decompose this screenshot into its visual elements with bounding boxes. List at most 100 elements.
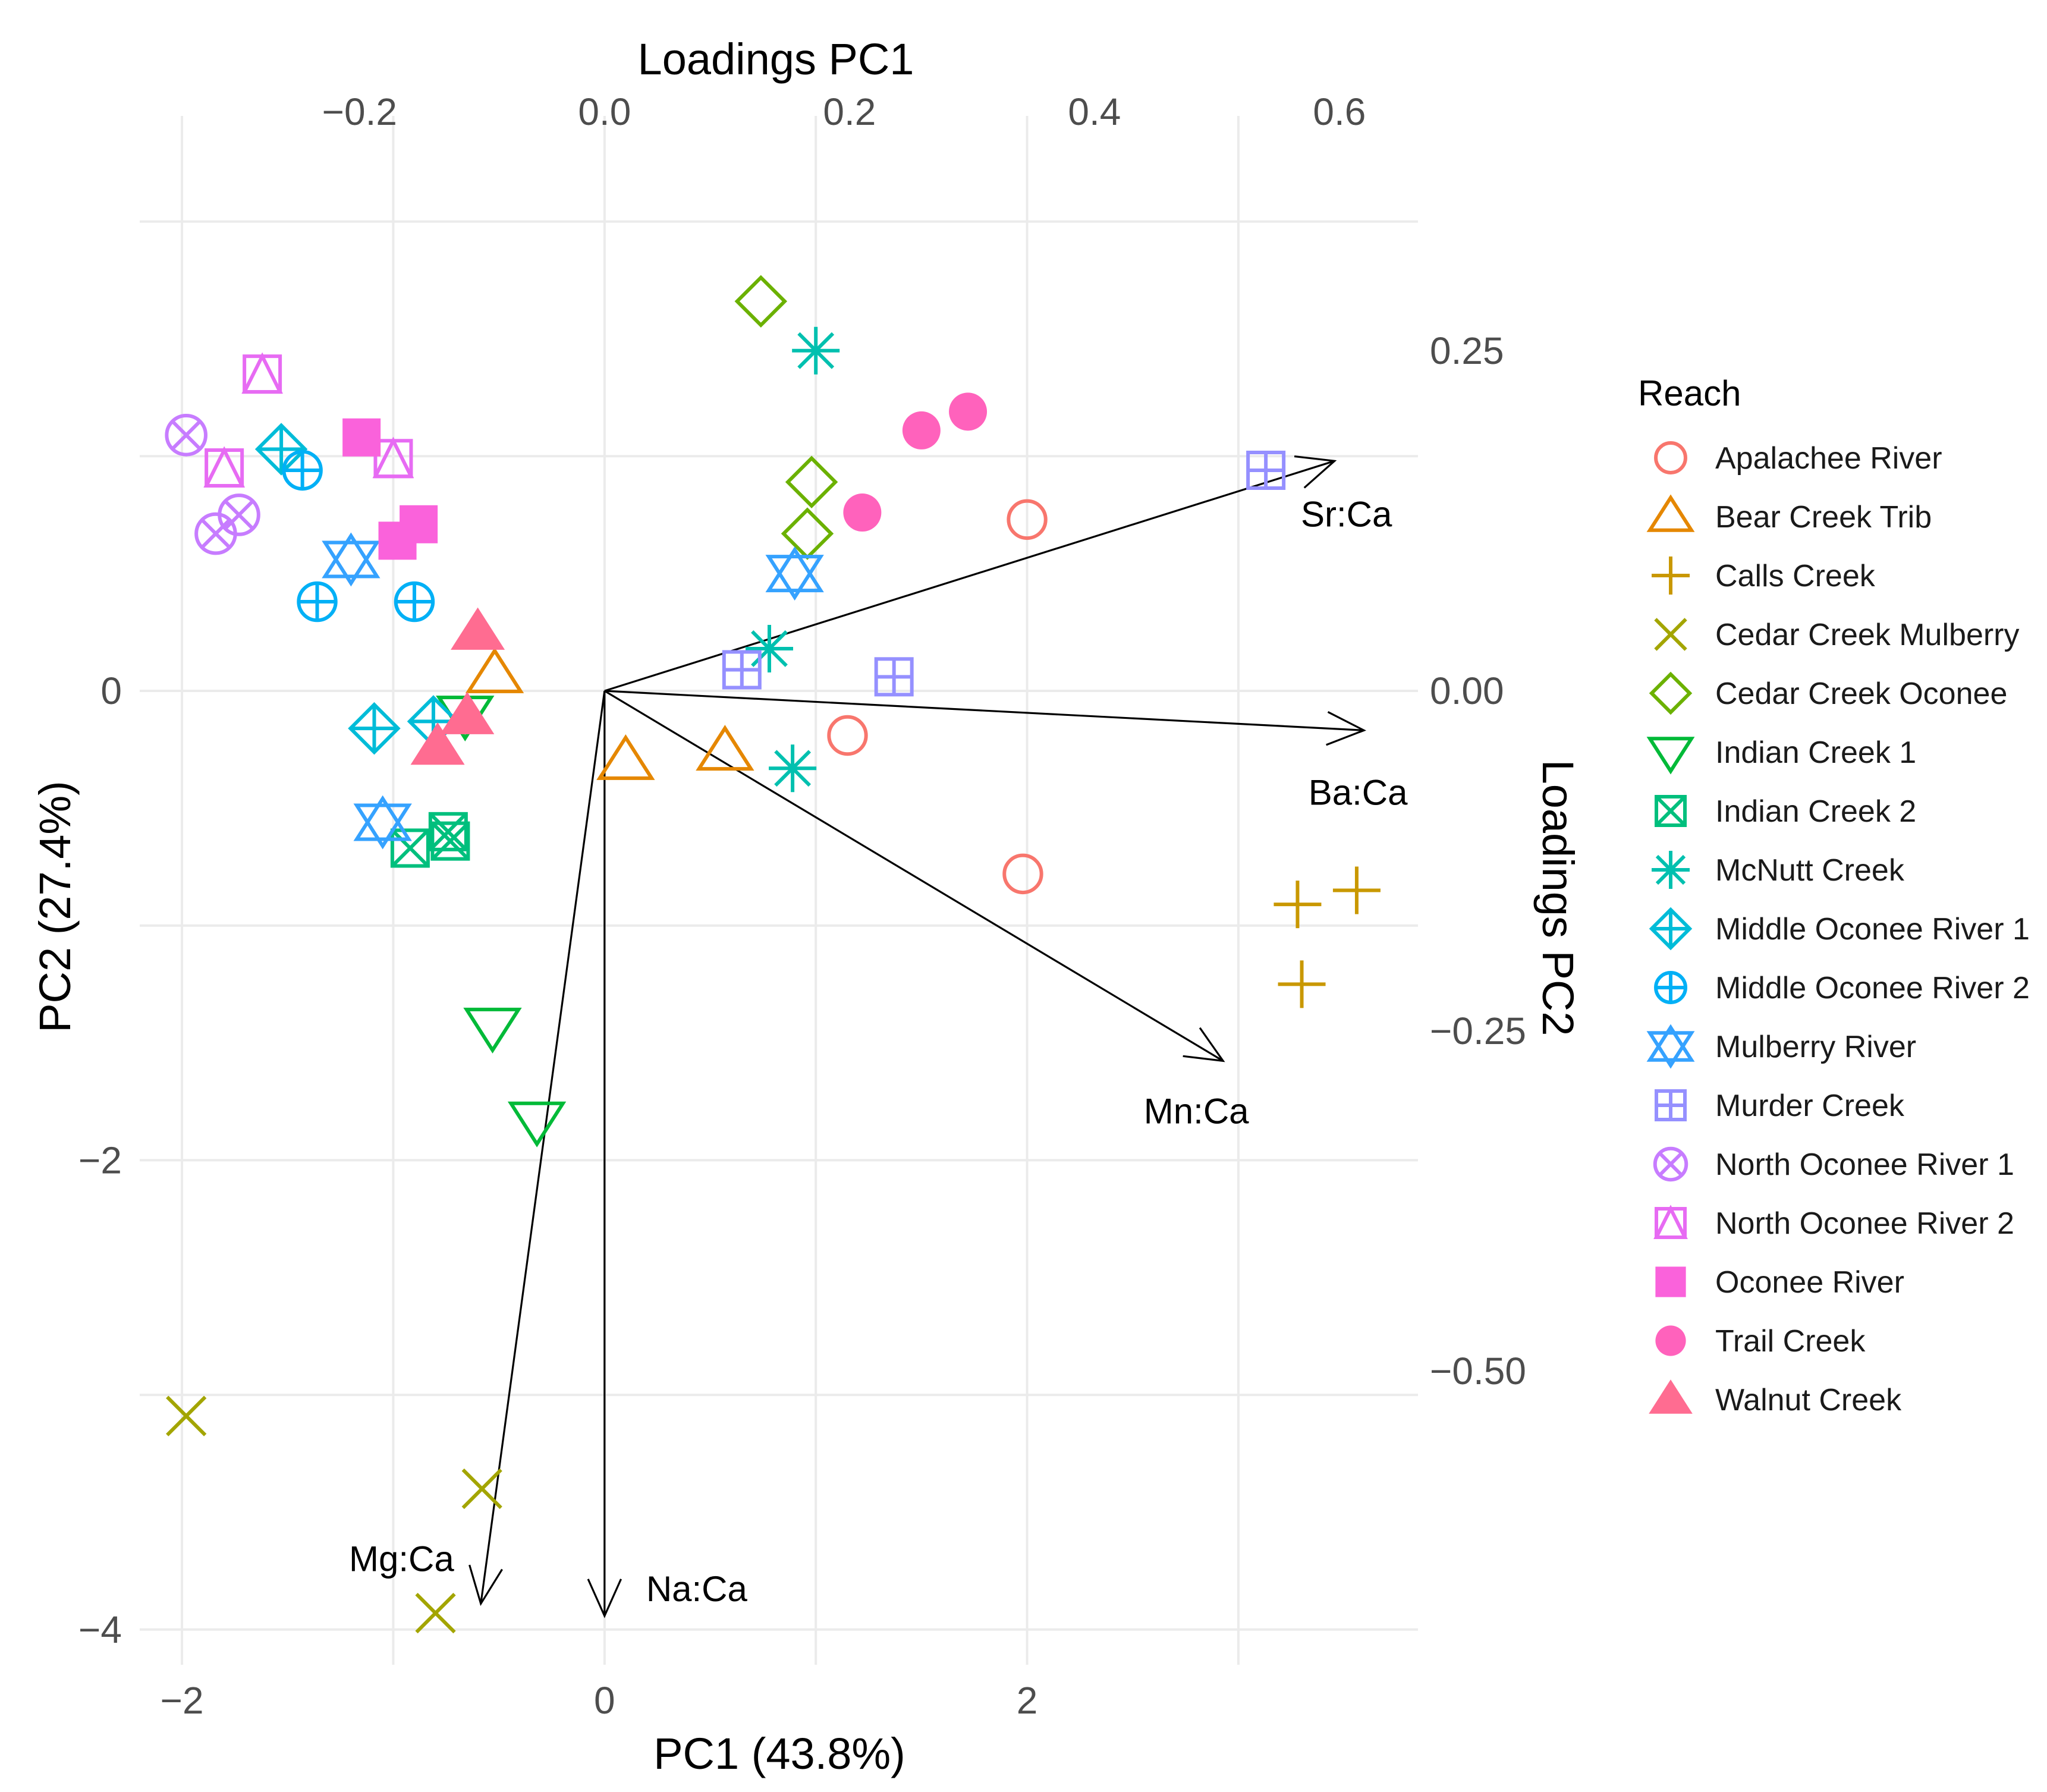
legend-key [1652, 557, 1690, 595]
point-oconee-river [400, 505, 438, 543]
legend-item-indian-creek-1: Indian Creek 1 [1646, 735, 1916, 775]
loading-arrow-ba-ca: Ba:Ca [604, 690, 1408, 812]
legend-label: Calls Creek [1715, 559, 1876, 593]
legend-key [1655, 1325, 1686, 1356]
legend-label: Bear Creek Trib [1715, 500, 1932, 535]
loading-arrow-mg-ca: Mg:Ca [349, 690, 606, 1606]
point-mulberry-river [322, 532, 381, 587]
score-points [165, 275, 1381, 1634]
point-trail-creek [843, 493, 882, 532]
point-murder-creek [874, 657, 914, 697]
top-tick-label: 0.6 [1313, 90, 1366, 133]
point-walnut-creek [410, 722, 465, 765]
point-cedar-creek-mulberry [166, 1395, 207, 1436]
legend-key [1653, 1146, 1688, 1182]
legend-key [1649, 1379, 1693, 1414]
right-tick-label: 0.00 [1430, 669, 1504, 712]
legend-item-cedar-creek-oconee: Cedar Creek Oconee [1649, 671, 2007, 715]
top-tick-label: 0.0 [578, 90, 631, 133]
point-calls-creek [1274, 881, 1322, 929]
legend-key [1654, 618, 1687, 651]
legend-item-bear-creek-trib: Bear Creek Trib [1646, 494, 1932, 535]
point-cedar-creek-oconee [781, 507, 834, 560]
point-oconee-river [342, 418, 381, 457]
loading-label: Ba:Ca [1309, 772, 1408, 812]
legend-item-middle-oconee-river-1: Middle Oconee River 1 [1649, 907, 2030, 951]
point-trail-creek [902, 411, 941, 449]
legend-key [1655, 1089, 1687, 1121]
loading-label: Mn:Ca [1144, 1091, 1249, 1131]
legend-label: North Oconee River 1 [1715, 1147, 2014, 1182]
point-north-oconee-river-2 [372, 436, 414, 479]
y-axis-title: PC2 (27.4%) [30, 781, 80, 1033]
point-indian-creek-1 [463, 1007, 522, 1054]
point-apalachee-river [1007, 499, 1048, 540]
loading-label: Sr:Ca [1301, 494, 1392, 534]
legend-key [1646, 1024, 1695, 1069]
legend-label: Walnut Creek [1715, 1383, 1902, 1417]
legend-label: Oconee River [1715, 1265, 1904, 1300]
legend-item-cedar-creek-mulberry: Cedar Creek Mulberry [1654, 618, 2020, 652]
legend-label: Cedar Creek Oconee [1715, 677, 2007, 711]
point-apalachee-river [827, 715, 868, 756]
right-tick-label: −0.50 [1430, 1350, 1526, 1392]
legend-item-calls-creek: Calls Creek [1652, 557, 1876, 595]
legend-label: North Oconee River 2 [1715, 1206, 2014, 1241]
point-middle-oconee-river-2 [282, 449, 323, 491]
right-tick-label: 0.25 [1430, 329, 1504, 372]
point-bear-creek-trib [596, 734, 655, 780]
point-north-oconee-river-1 [165, 413, 207, 457]
legend-key [1655, 795, 1687, 827]
point-cedar-creek-mulberry [415, 1593, 456, 1634]
legend-key [1652, 851, 1690, 889]
point-indian-creek-2 [428, 812, 468, 851]
loading-arrow-mn-ca: Mn:Ca [603, 690, 1249, 1131]
right-axis-title: Loadings PC2 [1533, 760, 1583, 1036]
point-mcnutt-creek [769, 744, 817, 793]
point-bear-creek-trib [696, 725, 754, 771]
top-tick-label: −0.2 [322, 90, 397, 133]
legend-label: Indian Creek 2 [1715, 794, 1916, 829]
point-murder-creek [1246, 450, 1286, 490]
point-middle-oconee-river-2 [297, 581, 338, 623]
legend-label: McNutt Creek [1715, 853, 1905, 888]
x-tick-label: −2 [161, 1679, 204, 1722]
legend-key [1646, 737, 1695, 775]
loading-arrows: Sr:Ca Ba:Ca Mn:Ca Mg:Ca Na:Ca [349, 455, 1408, 1618]
point-calls-creek [1278, 960, 1326, 1008]
legend-key [1655, 1266, 1686, 1297]
x-tick-label: 0 [594, 1679, 615, 1722]
legend-item-mulberry-river: Mulberry River [1646, 1024, 1916, 1069]
legend-label: Cedar Creek Mulberry [1715, 618, 2020, 652]
y-tick-label: −4 [78, 1608, 122, 1651]
point-indian-creek-1 [507, 1101, 567, 1147]
legend-item-trail-creek: Trail Creek [1655, 1324, 1866, 1359]
axis-ticks: −2 0 2 0 −2 −4 −0.2 0.0 0.2 0.4 0.6 0.25 0.00 −0.25 −0… [78, 90, 1526, 1722]
legend-title: Reach [1638, 373, 1741, 413]
legend-label: Indian Creek 1 [1715, 735, 1916, 770]
legend-item-north-oconee-river-2: North Oconee River 2 [1653, 1205, 2014, 1241]
grid [140, 116, 1418, 1665]
legend-item-middle-oconee-river-2: Middle Oconee River 2 [1654, 971, 2030, 1005]
right-tick-label: −0.25 [1430, 1010, 1526, 1052]
point-calls-creek [1332, 866, 1381, 914]
point-mulberry-river [765, 546, 824, 601]
point-cedar-creek-mulberry [461, 1468, 502, 1510]
legend-item-mcnutt-creek: McNutt Creek [1652, 851, 1905, 889]
x-axis-title: PC1 (43.8%) [653, 1729, 905, 1778]
y-tick-label: −2 [78, 1139, 122, 1181]
legend: Reach Apalachee River Bear Creek Trib Call… [1638, 373, 2030, 1417]
top-axis-title: Loadings PC1 [638, 34, 914, 84]
point-mcnutt-creek [746, 624, 794, 672]
legend-item-north-oconee-river-1: North Oconee River 1 [1653, 1146, 2014, 1182]
loading-label: Mg:Ca [349, 1539, 454, 1579]
legend-label: Middle Oconee River 1 [1715, 912, 2030, 947]
legend-key [1654, 971, 1687, 1004]
legend-key [1654, 441, 1687, 474]
point-north-oconee-river-2 [203, 446, 246, 488]
legend-label: Murder Creek [1715, 1089, 1905, 1123]
legend-label: Mulberry River [1715, 1030, 1916, 1064]
point-murder-creek [722, 650, 762, 690]
point-walnut-creek [440, 691, 495, 734]
